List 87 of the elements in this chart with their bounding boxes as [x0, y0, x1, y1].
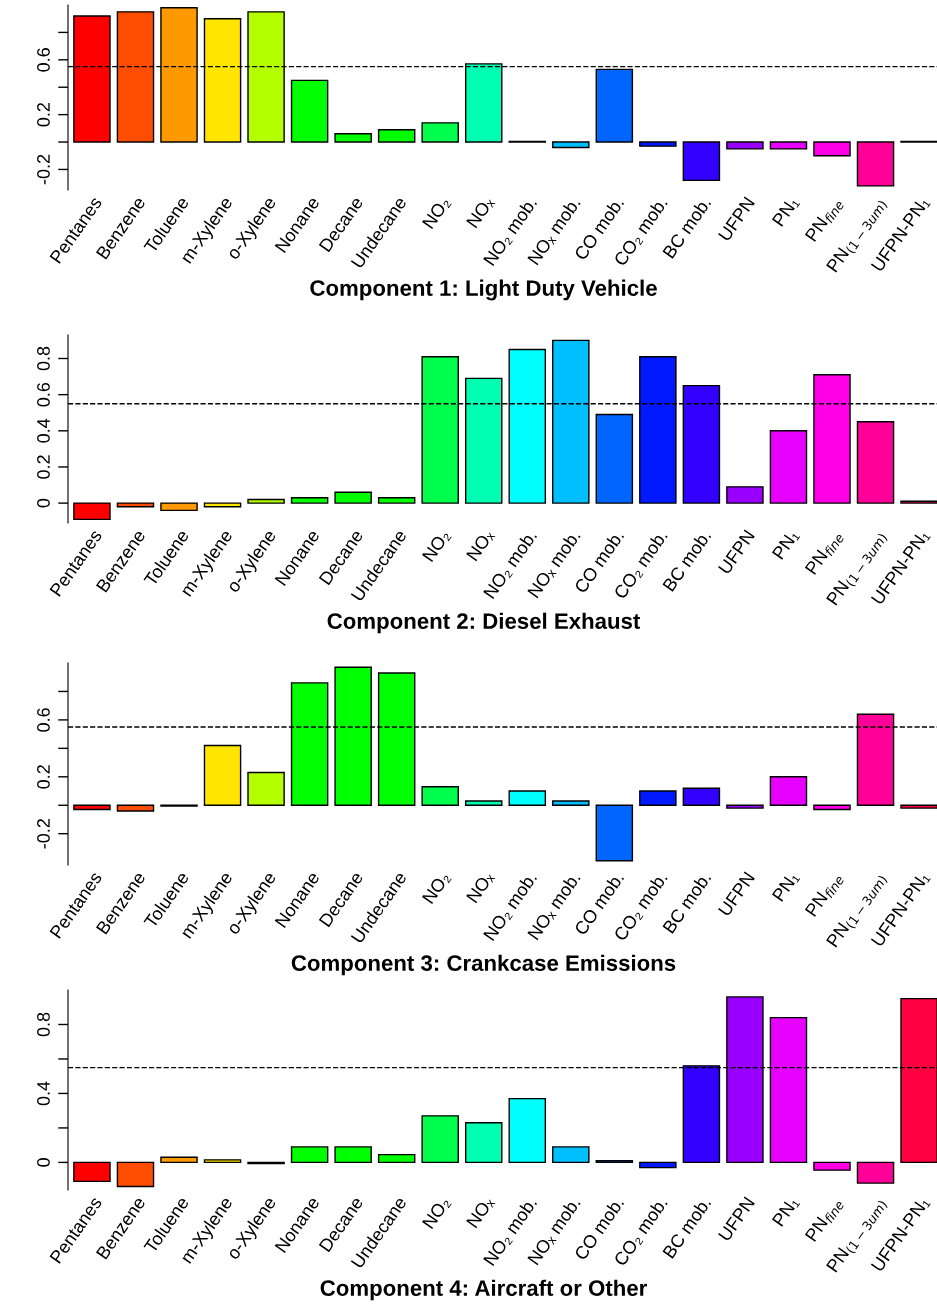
text: Component 2: Diesel Exhaust	[327, 612, 641, 634]
bar	[726, 141, 764, 150]
bar	[73, 502, 111, 521]
y-tick-label: 0.2	[37, 455, 50, 479]
x-tick-label: PN$_{fine}$	[804, 1196, 845, 1244]
x-tick-label: NOₓ	[466, 195, 496, 229]
x-tick-label: NO₂	[421, 1195, 452, 1230]
bar	[769, 776, 808, 806]
bar	[639, 790, 677, 806]
y-tick-label: 0.6	[37, 48, 50, 72]
bar	[682, 787, 721, 806]
text: Component 1: Light Duty Vehicle	[310, 279, 657, 301]
bar	[116, 804, 155, 812]
y-tick-label: 0.8	[37, 1012, 50, 1037]
x-tick-label: PN₁	[771, 195, 801, 228]
bar	[247, 771, 285, 806]
bar	[247, 498, 285, 504]
text: Component 3: Crankcase Emissions	[291, 954, 676, 976]
bar	[377, 1153, 416, 1164]
bar	[73, 804, 111, 811]
bar	[160, 502, 198, 512]
bar	[334, 1146, 372, 1164]
x-tick-label: PN₁	[771, 1195, 801, 1228]
x-tick-label: NOₓ	[466, 1195, 496, 1229]
text: Component 4: Aircraft or Other	[320, 1279, 647, 1301]
x-tick-label: NO₂	[421, 528, 452, 563]
bar	[552, 141, 590, 149]
bar	[769, 430, 808, 504]
bar	[116, 502, 155, 508]
bar	[203, 1159, 242, 1164]
bar	[856, 1161, 895, 1184]
bar	[639, 1161, 677, 1169]
bar	[116, 1161, 155, 1188]
y-tick-label: -0.2	[37, 819, 50, 849]
bar	[421, 786, 459, 806]
y-tick-label: 0.2	[37, 765, 50, 789]
bar	[726, 486, 764, 504]
x-tick-label: NO₂	[421, 195, 452, 230]
bar	[290, 496, 329, 504]
x-tick-label: NO₂	[421, 870, 452, 905]
bar	[682, 141, 721, 182]
y-tick-label: 0	[37, 1158, 50, 1167]
bar	[813, 141, 851, 157]
bar	[334, 491, 372, 504]
bar	[73, 1161, 111, 1183]
x-tick-label: NOₓ	[466, 870, 496, 904]
bar	[421, 1115, 459, 1164]
x-tick-label: NOₓ	[466, 528, 496, 562]
x-tick-label: PN$_{fine}$	[804, 529, 845, 577]
bar	[203, 502, 242, 508]
bar	[552, 1146, 590, 1164]
bar	[203, 744, 242, 806]
bar	[639, 141, 677, 147]
bar	[464, 1122, 503, 1164]
bar	[595, 804, 634, 862]
bar	[421, 122, 459, 143]
y-tick-label: 0.4	[37, 1081, 50, 1106]
y-tick-label: 0.8	[37, 346, 50, 371]
bar	[334, 133, 372, 143]
bar	[377, 129, 416, 143]
bar	[856, 421, 895, 504]
bar	[595, 413, 634, 504]
x-tick-label: PN$_{fine}$	[804, 871, 845, 919]
bar	[813, 804, 851, 811]
bar	[508, 1097, 547, 1164]
bar	[508, 790, 547, 806]
y-tick-label: 0.6	[37, 708, 50, 732]
bar	[769, 141, 808, 150]
bar	[856, 141, 895, 187]
x-tick-label: PN₁	[771, 528, 801, 561]
bar	[290, 1146, 329, 1164]
y-tick-label: -0.2	[37, 154, 50, 185]
bar	[595, 68, 634, 143]
y-tick-label: 0.6	[37, 382, 50, 407]
bar	[900, 804, 937, 809]
y-tick-label: 0.4	[37, 418, 50, 443]
y-tick-label: 0	[37, 498, 50, 508]
bar	[726, 804, 764, 809]
y-tick-label: 0.2	[37, 102, 50, 127]
bar	[464, 800, 503, 806]
bar	[552, 800, 590, 806]
bar	[377, 496, 416, 504]
bar	[813, 1161, 851, 1171]
bar	[160, 1156, 198, 1164]
x-tick-label: PN$_{fine}$	[804, 196, 845, 244]
x-tick-label: PN₁	[771, 870, 801, 903]
bar	[290, 79, 329, 143]
